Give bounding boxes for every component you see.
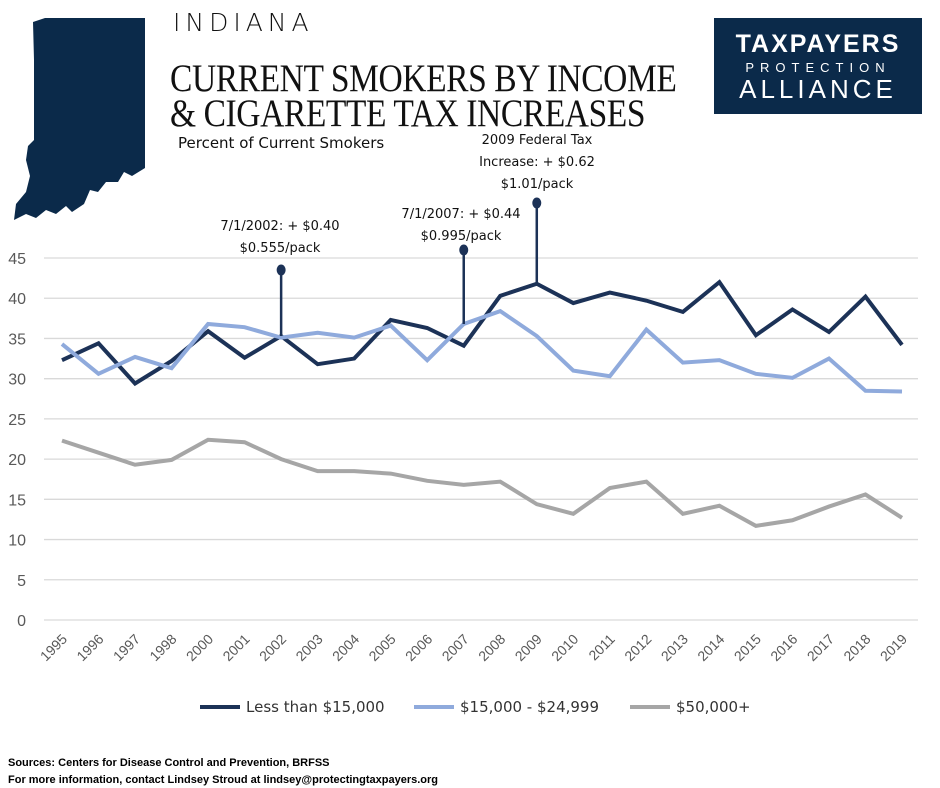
annotation-marker bbox=[276, 264, 286, 276]
annotation-text: 7/1/2002: + $0.40 bbox=[220, 219, 340, 234]
subtitle: Percent of Current Smokers bbox=[178, 134, 385, 152]
y-tick-label: 35 bbox=[8, 331, 26, 348]
x-tick-label: 2018 bbox=[840, 631, 873, 664]
annotation-text: $1.01/pack bbox=[500, 177, 574, 192]
x-tick-label: 2008 bbox=[475, 631, 508, 664]
logo-line-3: ALLIANCE bbox=[739, 74, 897, 104]
annotation-2002: 7/1/2002: + $0.40 $0.555/pack bbox=[220, 216, 339, 260]
x-tick-label: 2011 bbox=[585, 631, 618, 664]
annotation-text: 2009 Federal Tax bbox=[481, 133, 593, 148]
annotation-marker bbox=[532, 197, 542, 209]
series-line bbox=[61, 279, 904, 387]
x-tick-label: 2002 bbox=[256, 631, 289, 664]
x-tick-label: 2019 bbox=[877, 631, 910, 664]
legend-swatch bbox=[630, 705, 670, 709]
y-tick-label: 0 bbox=[17, 613, 26, 630]
y-tick-label: 45 bbox=[8, 251, 26, 268]
state-kicker: INDIANA bbox=[173, 8, 314, 37]
legend-label: $15,000 - $24,999 bbox=[460, 698, 600, 716]
legend-label: $50,000+ bbox=[676, 698, 751, 716]
series-line bbox=[60, 308, 903, 394]
logo-line-2: PROTECTION bbox=[745, 60, 891, 75]
legend-swatch bbox=[200, 705, 240, 709]
x-tick-label: 2000 bbox=[183, 631, 216, 664]
x-tick-label: 2001 bbox=[219, 631, 252, 664]
x-tick-label: 2009 bbox=[512, 631, 545, 664]
annotation-2007: 7/1/2007: + $0.44 $0.995/pack bbox=[401, 204, 520, 248]
x-tick-label: 2005 bbox=[365, 631, 398, 664]
x-tick-label: 2017 bbox=[804, 631, 837, 664]
annotation-text: 7/1/2007: + $0.44 bbox=[401, 207, 521, 222]
annotation-text: Increase: + $0.62 bbox=[479, 155, 595, 170]
y-tick-label: 10 bbox=[8, 533, 26, 550]
legend-swatch bbox=[414, 705, 454, 709]
x-tick-label: 2004 bbox=[329, 631, 362, 664]
annotation-text: $0.555/pack bbox=[239, 241, 321, 256]
legend: Less than $15,000 $15,000 - $24,999 $50,… bbox=[0, 698, 940, 720]
x-tick-label: 2013 bbox=[658, 631, 691, 664]
x-tick-label: 2010 bbox=[548, 631, 581, 664]
x-tick-label: 2014 bbox=[694, 631, 727, 664]
annotation-2009: 2009 Federal Tax Increase: + $0.62 $1.01… bbox=[479, 130, 595, 196]
title-line-2: & CIGARETTE TAX INCREASES bbox=[170, 92, 646, 135]
indiana-state-icon bbox=[14, 18, 145, 220]
x-tick-label: 1995 bbox=[37, 631, 70, 664]
x-tick-label: 1998 bbox=[146, 631, 179, 664]
contact-note: For more information, contact Lindsey St… bbox=[8, 774, 439, 786]
x-tick-label: 2015 bbox=[731, 631, 764, 664]
x-tick-label: 2016 bbox=[767, 631, 800, 664]
sources-note: Sources: Centers for Disease Control and… bbox=[8, 757, 330, 769]
logo: TAXPAYERS PROTECTION ALLIANCE bbox=[714, 18, 922, 114]
x-tick-label: 2003 bbox=[292, 631, 325, 664]
legend-item: Less than $15,000 bbox=[200, 698, 385, 716]
y-tick-label: 40 bbox=[8, 291, 26, 308]
y-tick-label: 30 bbox=[8, 372, 26, 389]
x-tick-label: 2006 bbox=[402, 631, 435, 664]
legend-item: $50,000+ bbox=[630, 698, 751, 716]
x-tick-label: 1997 bbox=[110, 631, 143, 664]
series-line bbox=[61, 437, 904, 528]
annotation-text: $0.995/pack bbox=[420, 229, 502, 244]
legend-label: Less than $15,000 bbox=[246, 698, 385, 716]
x-tick-label: 2007 bbox=[439, 631, 472, 664]
x-tick-label: 1996 bbox=[73, 631, 106, 664]
annotation-marker bbox=[459, 244, 469, 256]
legend-item: $15,000 - $24,999 bbox=[414, 698, 599, 716]
y-tick-label: 20 bbox=[8, 452, 26, 469]
y-tick-label: 25 bbox=[8, 412, 26, 429]
y-tick-label: 15 bbox=[8, 492, 26, 509]
logo-line-1: TAXPAYERS bbox=[735, 30, 901, 58]
y-tick-label: 5 bbox=[17, 573, 26, 590]
title-line-1: CURRENT SMOKERS BY INCOME bbox=[170, 57, 677, 100]
x-tick-label: 2012 bbox=[621, 631, 654, 664]
